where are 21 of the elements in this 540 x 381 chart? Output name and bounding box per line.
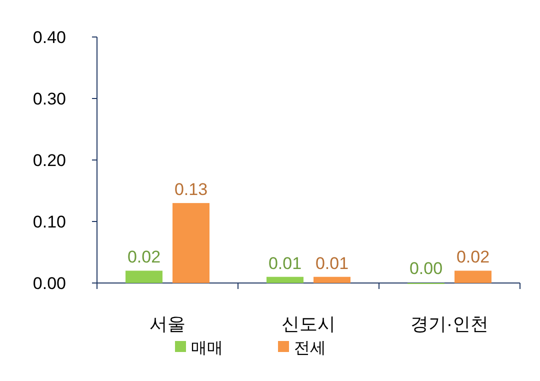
x-tick-label: 신도시 bbox=[282, 314, 336, 334]
bar bbox=[454, 270, 492, 283]
bar bbox=[172, 203, 210, 283]
y-tick-label: 0.30 bbox=[32, 90, 66, 108]
data-label: 0.01 bbox=[268, 254, 302, 273]
legend-label: 매매 bbox=[191, 340, 223, 357]
y-tick-label: 0.20 bbox=[32, 151, 66, 170]
bar bbox=[266, 276, 304, 283]
bar bbox=[126, 270, 162, 283]
data-label: 0.01 bbox=[315, 254, 349, 273]
bar bbox=[314, 276, 350, 283]
legend-label: 전세 bbox=[294, 340, 326, 357]
y-tick-label: 0.40 bbox=[32, 28, 66, 47]
x-tick-label: 서울 bbox=[150, 314, 186, 334]
data-label: 0.00 bbox=[409, 259, 443, 278]
y-tick-label: 0.00 bbox=[32, 274, 66, 293]
data-label: 0.02 bbox=[456, 248, 490, 267]
x-tick-label: 경기·인천 bbox=[410, 314, 488, 334]
data-label: 0.13 bbox=[174, 180, 208, 200]
data-label: 0.02 bbox=[127, 248, 161, 267]
y-tick-label: 0.10 bbox=[32, 212, 66, 232]
